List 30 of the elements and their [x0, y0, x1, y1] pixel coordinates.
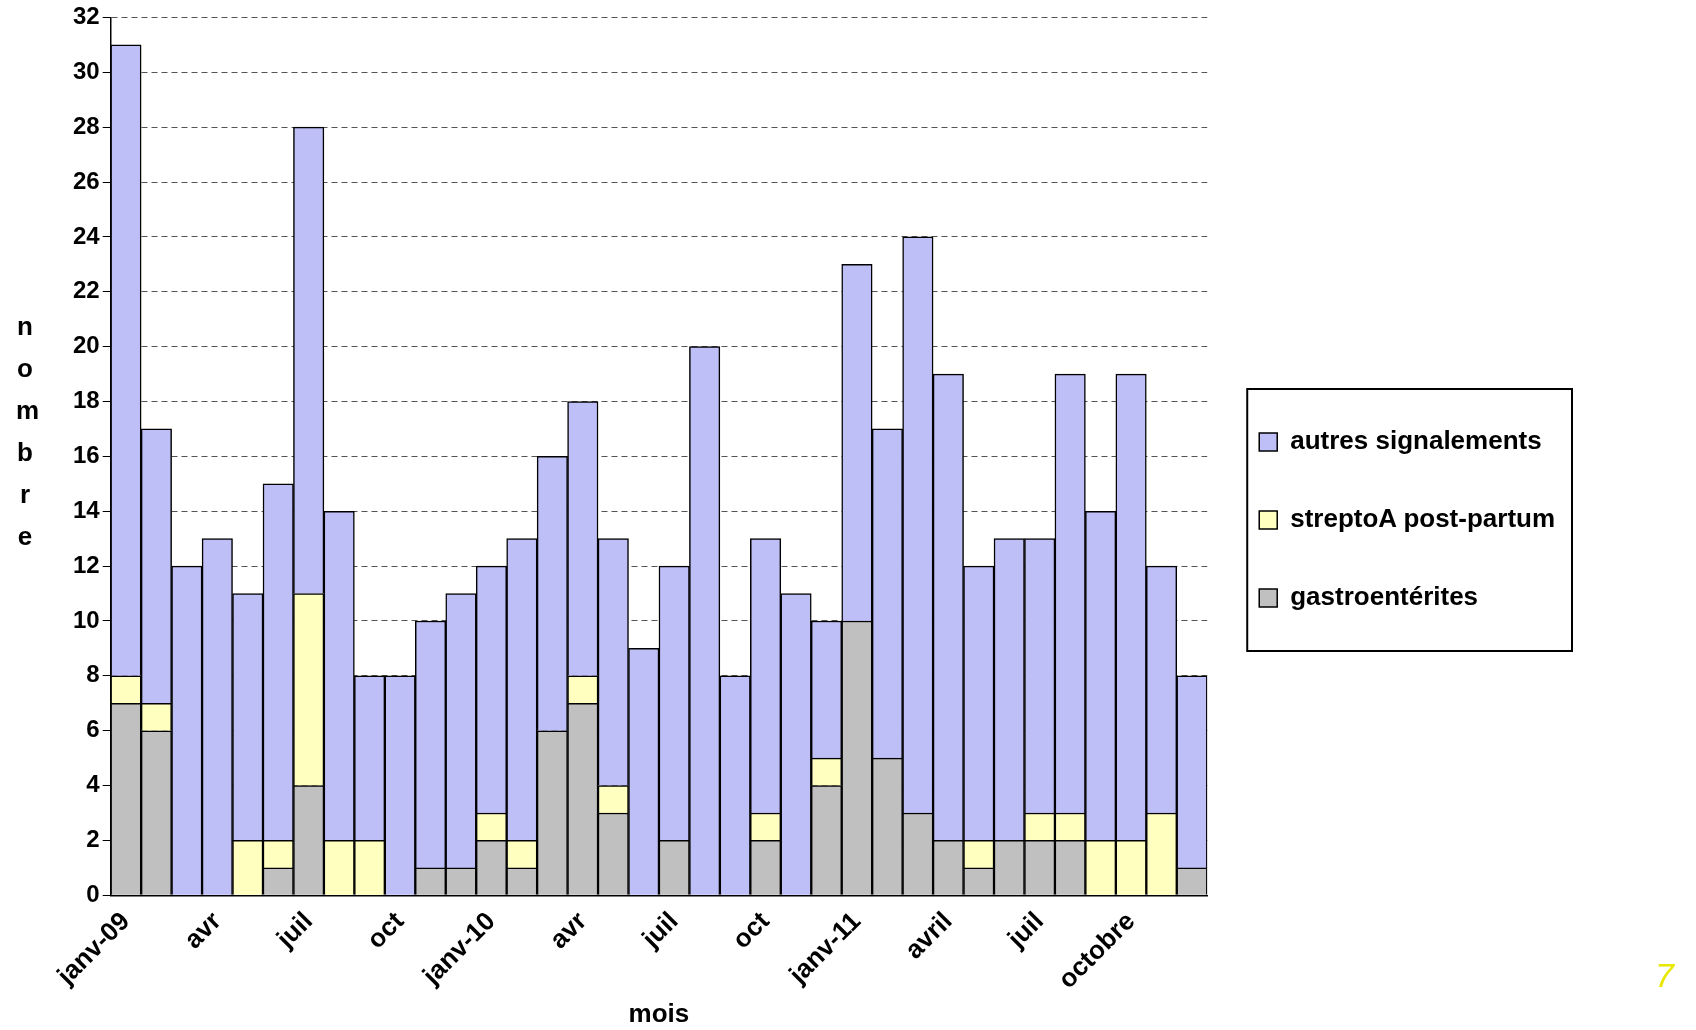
x-tick-label: avr [543, 905, 593, 955]
legend-label: streptoA post-partum [1290, 503, 1556, 534]
y-tick-label: 22 [72, 276, 100, 304]
y-tick-label: 4 [86, 770, 101, 798]
y-tick-label: 10 [72, 605, 100, 633]
y-tick-label: 14 [72, 495, 101, 523]
legend-label: gastroentérites [1290, 581, 1479, 612]
y-tick-label: 12 [72, 550, 100, 578]
y-tick-label: 16 [72, 440, 100, 468]
y-tick-label: 30 [72, 56, 100, 84]
x-tick-label: juil [269, 905, 318, 954]
legend-label: autres signalements [1290, 425, 1542, 456]
x-tick-label: juil [635, 905, 684, 954]
y-tick-label: 32 [72, 2, 100, 30]
x-axis-title: mois [628, 997, 690, 1028]
y-tick-label: 24 [72, 221, 101, 249]
y-tick-label: 2 [86, 825, 100, 853]
y-tick-label: 8 [86, 660, 100, 688]
x-tick-label: juil [1000, 905, 1050, 954]
y-tick-label: 6 [86, 715, 100, 743]
y-tick-label: 0 [86, 879, 100, 907]
text: 7 [1655, 956, 1674, 995]
x-tick-label: avr [177, 905, 227, 955]
x-tick-label: oct [726, 905, 776, 955]
y-axis-title: nombre [16, 310, 40, 553]
x-tick-label: oct [360, 905, 410, 955]
y-tick-label: 26 [72, 166, 100, 194]
y-tick-label: 18 [72, 386, 100, 414]
y-tick-label: 28 [72, 111, 100, 139]
y-tick-label: 20 [72, 331, 100, 359]
